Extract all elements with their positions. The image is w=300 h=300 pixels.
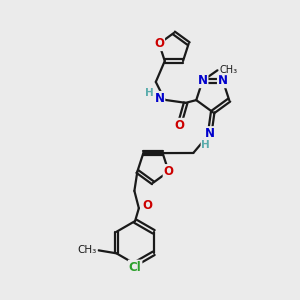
- Text: N: N: [205, 127, 215, 140]
- Text: CH₃: CH₃: [220, 65, 238, 75]
- Text: N: N: [197, 74, 208, 87]
- Text: H: H: [146, 88, 154, 98]
- Text: CH₃: CH₃: [78, 245, 97, 255]
- Text: N: N: [154, 92, 164, 105]
- Text: O: O: [175, 119, 185, 132]
- Text: Cl: Cl: [129, 261, 141, 274]
- Text: H: H: [202, 140, 210, 150]
- Text: N: N: [218, 74, 228, 87]
- Text: O: O: [142, 199, 152, 212]
- Text: O: O: [154, 37, 164, 50]
- Text: O: O: [164, 165, 174, 178]
